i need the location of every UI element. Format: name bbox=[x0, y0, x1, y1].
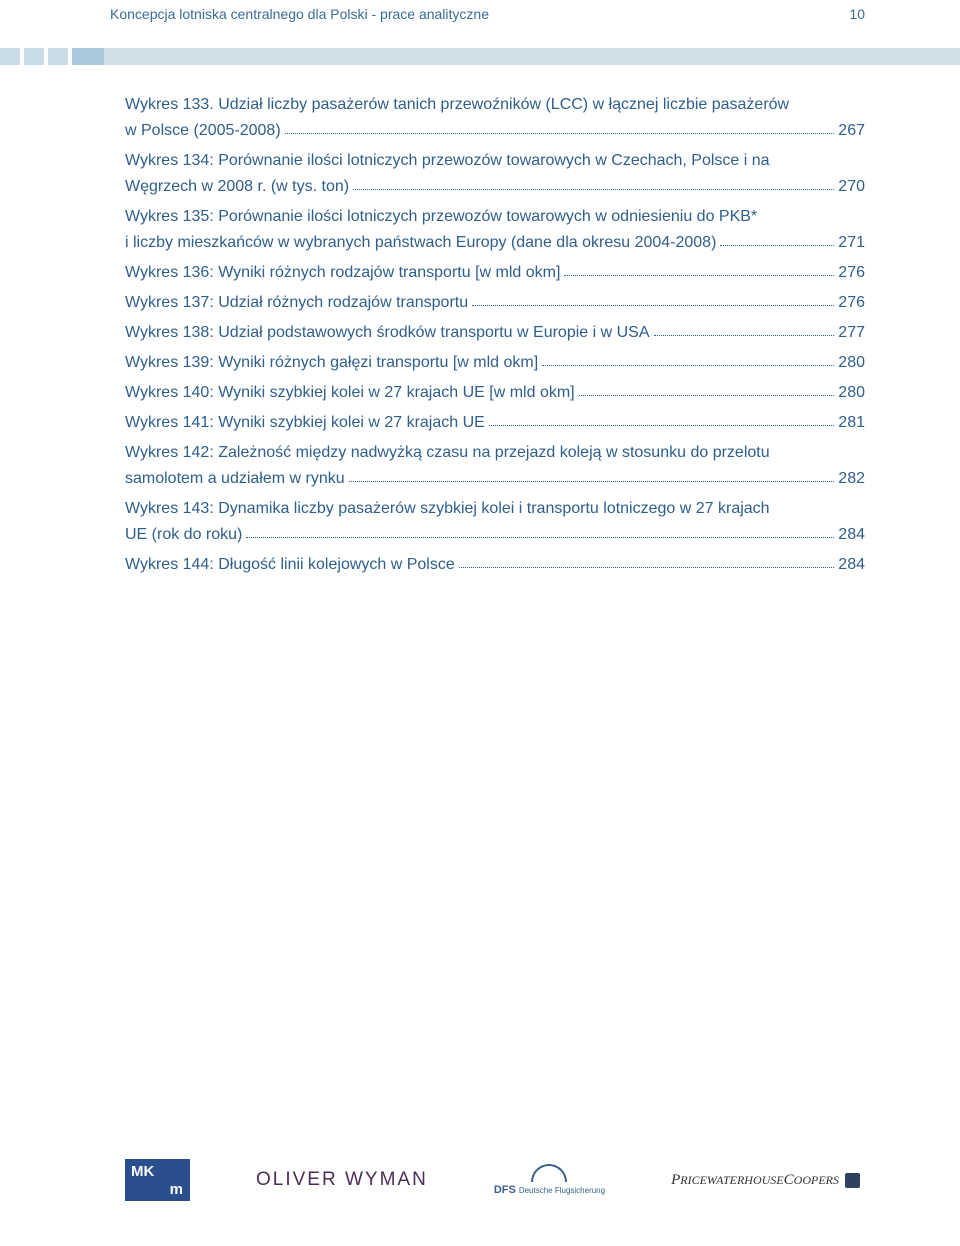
toc-text-line: Wykres 142: Zależność między nadwyżką cz… bbox=[125, 441, 865, 465]
toc-entry: Wykres 140: Wyniki szybkiej kolei w 27 k… bbox=[125, 381, 865, 405]
header-title: Koncepcja lotniska centralnego dla Polsk… bbox=[110, 6, 489, 22]
logo-dfs-main: DFS bbox=[494, 1184, 516, 1196]
toc-page-number: 277 bbox=[838, 321, 865, 345]
toc-page-number: 280 bbox=[838, 381, 865, 405]
toc-entry: Wykres 144: Długość linii kolejowych w P… bbox=[125, 553, 865, 577]
toc-text: i liczby mieszkańców w wybranych państwa… bbox=[125, 231, 716, 255]
toc-page-number: 270 bbox=[838, 175, 865, 199]
bar-segment bbox=[24, 48, 44, 65]
toc-page-number: 271 bbox=[838, 231, 865, 255]
toc-text: Wykres 141: Wyniki szybkiej kolei w 27 k… bbox=[125, 411, 485, 435]
toc-page-number: 267 bbox=[838, 119, 865, 143]
toc-dots bbox=[349, 481, 835, 482]
toc-entry: Wykres 143: Dynamika liczby pasażerów sz… bbox=[125, 497, 865, 547]
toc-dots bbox=[246, 537, 834, 538]
toc-text-line: Wykres 135: Porównanie ilości lotniczych… bbox=[125, 205, 865, 229]
page-header: Koncepcja lotniska centralnego dla Polsk… bbox=[0, 0, 960, 26]
logo-mkm: MK m bbox=[125, 1159, 190, 1201]
toc-entry: Wykres 139: Wyniki różnych gałęzi transp… bbox=[125, 351, 865, 375]
toc-text-line: Wykres 143: Dynamika liczby pasażerów sz… bbox=[125, 497, 865, 521]
toc-text: samolotem a udziałem w rynku bbox=[125, 467, 345, 491]
toc-page-number: 276 bbox=[838, 261, 865, 285]
toc-dots bbox=[459, 567, 835, 568]
logo-mkm-text-sub: m bbox=[170, 1181, 183, 1198]
toc-text: Wykres 140: Wyniki szybkiej kolei w 27 k… bbox=[125, 381, 575, 405]
toc-dots bbox=[654, 335, 835, 336]
toc-text: w Polsce (2005-2008) bbox=[125, 119, 281, 143]
header-decorative-bar bbox=[0, 48, 960, 65]
toc-text-line: Wykres 133. Udział liczby pasażerów tani… bbox=[125, 93, 865, 117]
pwc-badge-icon bbox=[845, 1173, 860, 1188]
toc-dots bbox=[720, 245, 834, 246]
toc-page-number: 282 bbox=[838, 467, 865, 491]
toc-dots bbox=[353, 189, 834, 190]
logo-mkm-text: MK bbox=[131, 1163, 154, 1180]
toc-text: Węgrzech w 2008 r. (w tys. ton) bbox=[125, 175, 349, 199]
logo-dfs-arc-icon bbox=[531, 1164, 567, 1182]
toc-dots bbox=[542, 365, 834, 366]
toc-page-number: 284 bbox=[838, 523, 865, 547]
toc-text: Wykres 137: Udział różnych rodzajów tran… bbox=[125, 291, 468, 315]
toc-entry: Wykres 133. Udział liczby pasażerów tani… bbox=[125, 93, 865, 143]
toc-dots bbox=[564, 275, 834, 276]
toc-text-line: Wykres 134: Porównanie ilości lotniczych… bbox=[125, 149, 865, 173]
toc-entry: Wykres 141: Wyniki szybkiej kolei w 27 k… bbox=[125, 411, 865, 435]
toc-entry: Wykres 135: Porównanie ilości lotniczych… bbox=[125, 205, 865, 255]
toc-content: Wykres 133. Udział liczby pasażerów tani… bbox=[0, 65, 960, 577]
toc-page-number: 280 bbox=[838, 351, 865, 375]
toc-text: Wykres 138: Udział podstawowych środków … bbox=[125, 321, 650, 345]
toc-text: Wykres 144: Długość linii kolejowych w P… bbox=[125, 553, 455, 577]
bar-segment bbox=[0, 48, 20, 65]
toc-text: Wykres 139: Wyniki różnych gałęzi transp… bbox=[125, 351, 538, 375]
logo-dfs-sub: Deutsche Flugsicherung bbox=[519, 1186, 605, 1195]
header-page-number: 10 bbox=[849, 6, 865, 22]
toc-page-number: 281 bbox=[838, 411, 865, 435]
bar-segment bbox=[72, 48, 104, 65]
toc-dots bbox=[579, 395, 835, 396]
toc-page-number: 276 bbox=[838, 291, 865, 315]
toc-dots bbox=[489, 425, 834, 426]
toc-entry: Wykres 134: Porównanie ilości lotniczych… bbox=[125, 149, 865, 199]
logo-pwc-text: PRICEWATERHOUSECOOPERS bbox=[671, 1172, 839, 1189]
bar-segment bbox=[104, 48, 960, 65]
toc-page-number: 284 bbox=[838, 553, 865, 577]
toc-dots bbox=[472, 305, 834, 306]
page-footer: MK m OLIVER WYMAN DFS Deutsche Flugsiche… bbox=[0, 1159, 960, 1201]
toc-dots bbox=[285, 133, 835, 134]
logo-pwc: PRICEWATERHOUSECOOPERS bbox=[671, 1172, 860, 1189]
logo-oliver-wyman: OLIVER WYMAN bbox=[256, 1169, 428, 1191]
toc-text: UE (rok do roku) bbox=[125, 523, 242, 547]
toc-entry: Wykres 137: Udział różnych rodzajów tran… bbox=[125, 291, 865, 315]
toc-entry: Wykres 142: Zależność między nadwyżką cz… bbox=[125, 441, 865, 491]
logo-dfs: DFS Deutsche Flugsicherung bbox=[494, 1164, 605, 1196]
bar-segment bbox=[48, 48, 68, 65]
toc-entry: Wykres 136: Wyniki różnych rodzajów tran… bbox=[125, 261, 865, 285]
toc-text: Wykres 136: Wyniki różnych rodzajów tran… bbox=[125, 261, 560, 285]
toc-entry: Wykres 138: Udział podstawowych środków … bbox=[125, 321, 865, 345]
